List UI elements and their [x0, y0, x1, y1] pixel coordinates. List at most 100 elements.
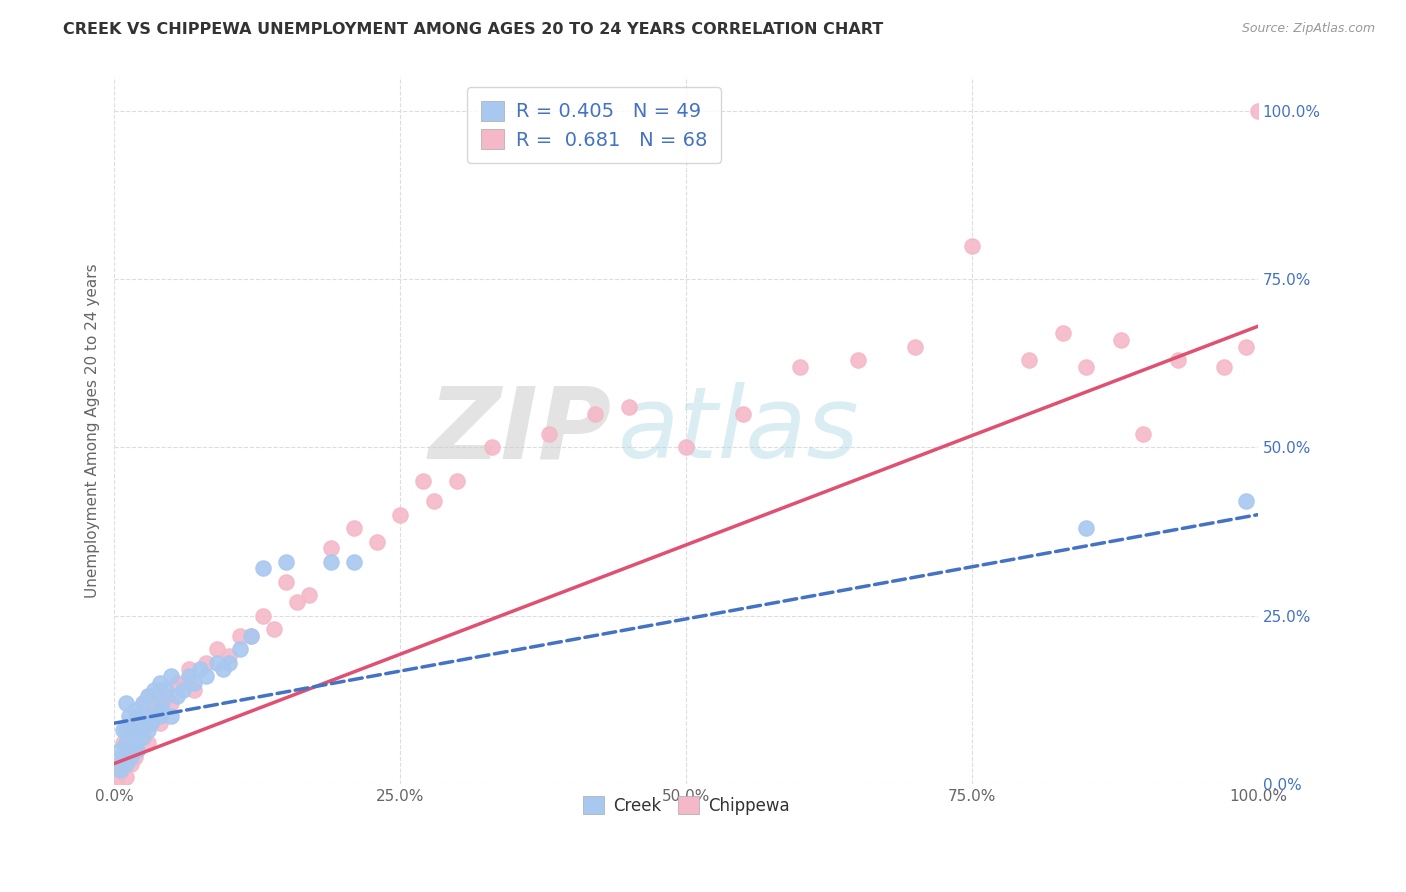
Point: [172, 676, 194, 690]
Point: [146, 696, 169, 710]
Point: [274, 574, 297, 589]
Point: [343, 555, 366, 569]
Text: CREEK VS CHIPPEWA UNEMPLOYMENT AMONG AGES 20 TO 24 YEARS CORRELATION CHART: CREEK VS CHIPPEWA UNEMPLOYMENT AMONG AGE…: [63, 22, 883, 37]
Point: [108, 743, 131, 757]
Point: [177, 669, 200, 683]
Point: [112, 723, 135, 737]
Point: [139, 716, 162, 731]
Point: [112, 736, 135, 750]
Point: [120, 730, 142, 744]
Point: [111, 764, 134, 778]
Point: [321, 541, 343, 556]
Point: [1076, 359, 1098, 374]
Point: [114, 770, 136, 784]
Point: [183, 676, 205, 690]
Point: [423, 494, 446, 508]
Point: [240, 629, 263, 643]
Point: [138, 736, 160, 750]
Point: [166, 676, 188, 690]
Point: [172, 682, 194, 697]
Point: [160, 669, 183, 683]
Point: [138, 723, 160, 737]
Point: [138, 690, 160, 704]
Point: [205, 642, 228, 657]
Point: [132, 723, 155, 737]
Point: [149, 716, 172, 731]
Point: [114, 736, 136, 750]
Point: [114, 723, 136, 737]
Point: [194, 656, 217, 670]
Text: ZIP: ZIP: [429, 382, 612, 479]
Point: [138, 690, 160, 704]
Point: [846, 353, 869, 368]
Point: [789, 359, 811, 374]
Point: [1109, 333, 1132, 347]
Point: [1132, 426, 1154, 441]
Point: [108, 756, 131, 771]
Text: atlas: atlas: [617, 382, 859, 479]
Point: [155, 682, 177, 697]
Point: [321, 555, 343, 569]
Point: [124, 703, 146, 717]
Point: [107, 770, 129, 784]
Point: [188, 662, 211, 676]
Point: [143, 709, 166, 723]
Point: [274, 555, 297, 569]
Point: [229, 642, 252, 657]
Point: [297, 588, 319, 602]
Point: [120, 749, 142, 764]
Y-axis label: Unemployment Among Ages 20 to 24 years: Unemployment Among Ages 20 to 24 years: [86, 263, 100, 598]
Point: [537, 426, 560, 441]
Text: Source: ZipAtlas.com: Source: ZipAtlas.com: [1241, 22, 1375, 36]
Point: [114, 696, 136, 710]
Point: [125, 709, 148, 723]
Point: [108, 764, 131, 778]
Point: [252, 561, 274, 575]
Point: [1212, 359, 1234, 374]
Point: [366, 534, 388, 549]
Point: [124, 716, 146, 731]
Point: [177, 662, 200, 676]
Point: [446, 474, 468, 488]
Point: [132, 696, 155, 710]
Point: [160, 709, 183, 723]
Point: [211, 662, 233, 676]
Point: [135, 709, 157, 723]
Point: [120, 723, 142, 737]
Point: [343, 521, 366, 535]
Point: [114, 756, 136, 771]
Point: [194, 669, 217, 683]
Point: [285, 595, 308, 609]
Legend: Creek, Chippewa: Creek, Chippewa: [572, 786, 799, 825]
Point: [143, 703, 166, 717]
Point: [117, 743, 139, 757]
Point: [904, 339, 927, 353]
Point: [118, 723, 141, 737]
Point: [205, 656, 228, 670]
Point: [1234, 339, 1257, 353]
Point: [412, 474, 434, 488]
Point: [149, 676, 172, 690]
Point: [111, 749, 134, 764]
Point: [149, 682, 172, 697]
Point: [128, 723, 150, 737]
Point: [229, 629, 252, 643]
Point: [1167, 353, 1189, 368]
Point: [183, 682, 205, 697]
Point: [125, 743, 148, 757]
Point: [122, 743, 145, 757]
Point: [1076, 521, 1098, 535]
Point: [263, 622, 285, 636]
Point: [733, 407, 755, 421]
Point: [1052, 326, 1074, 340]
Point: [124, 736, 146, 750]
Point: [675, 441, 697, 455]
Point: [389, 508, 412, 522]
Point: [155, 690, 177, 704]
Point: [960, 238, 983, 252]
Point: [150, 696, 173, 710]
Point: [124, 749, 146, 764]
Point: [146, 703, 169, 717]
Point: [583, 407, 606, 421]
Point: [139, 716, 162, 731]
